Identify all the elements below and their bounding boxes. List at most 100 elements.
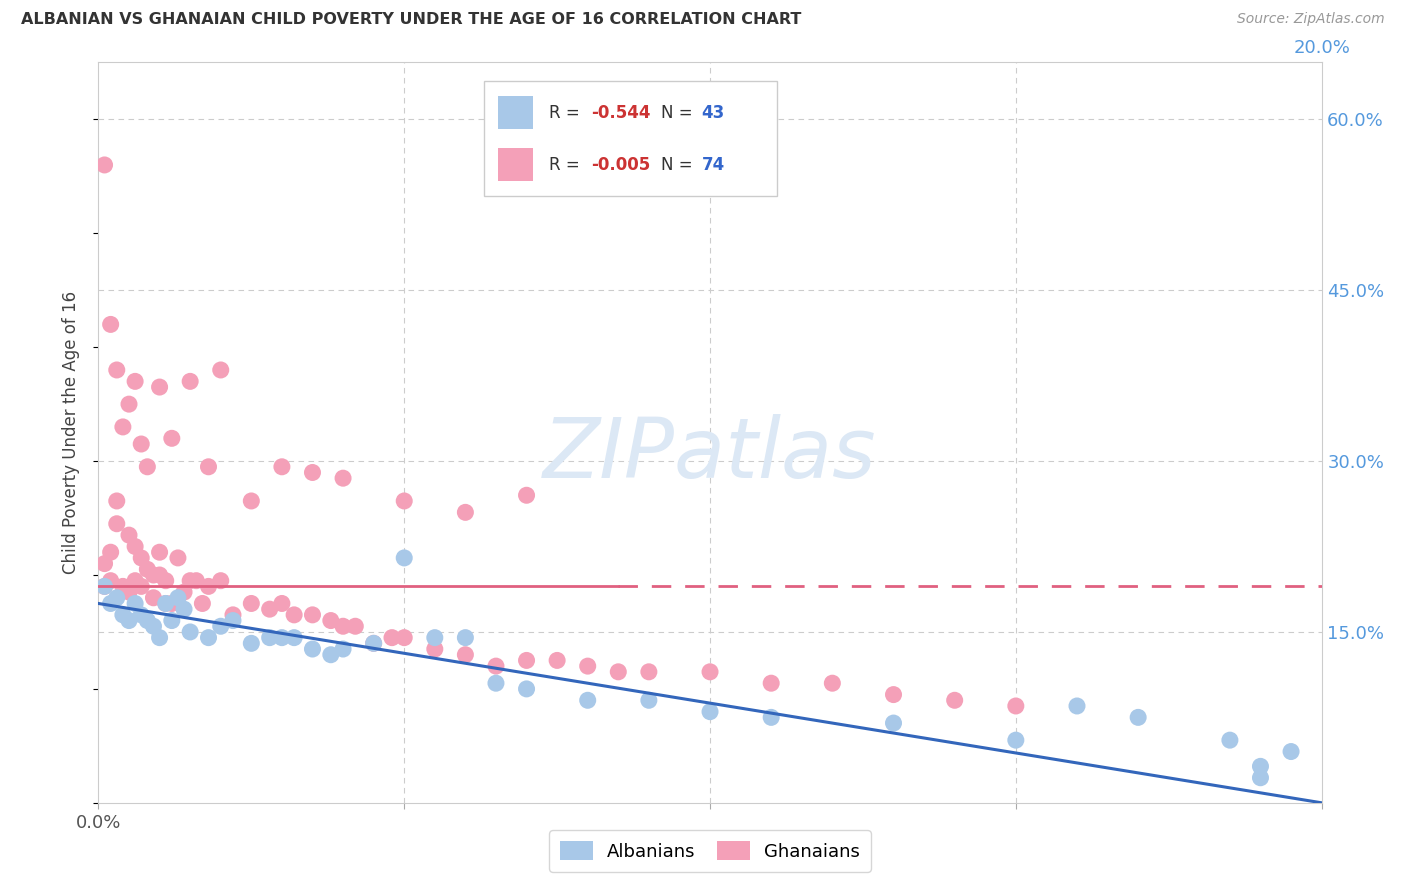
Text: 43: 43 (702, 103, 724, 122)
Point (155, 574, 177, 588)
Point (485, 676, 508, 690)
Point (129, 550, 152, 565)
Point (301, 642, 323, 657)
Point (222, 614, 245, 628)
Point (167, 591, 190, 605)
Point (423, 642, 446, 657)
Point (1279, 745, 1302, 759)
Text: Source: ZipAtlas.com: Source: ZipAtlas.com (1237, 12, 1385, 26)
Point (637, 665, 661, 679)
Point (142, 591, 165, 605)
Point (516, 488, 538, 502)
Point (142, 568, 165, 582)
Point (381, 631, 404, 645)
FancyBboxPatch shape (498, 147, 533, 181)
Point (270, 459, 292, 474)
Point (259, 631, 281, 645)
Point (821, 676, 844, 690)
Point (118, 614, 141, 628)
Point (111, 607, 134, 622)
Point (637, 693, 661, 707)
Point (546, 653, 568, 667)
Point (363, 636, 385, 650)
Point (516, 681, 538, 696)
Point (173, 585, 195, 599)
Point (1249, 759, 1271, 773)
Point (1219, 733, 1241, 747)
Point (197, 631, 219, 645)
Point (167, 550, 190, 565)
Point (454, 631, 477, 645)
Point (149, 545, 172, 559)
Text: N =: N = (661, 155, 697, 174)
Point (118, 528, 141, 542)
Point (240, 636, 263, 650)
Point (124, 540, 146, 554)
Text: R =: R = (548, 103, 585, 122)
Point (142, 619, 165, 633)
Point (197, 579, 219, 593)
Point (392, 631, 416, 645)
Point (186, 574, 208, 588)
Point (124, 375, 146, 389)
Point (759, 710, 782, 724)
Point (105, 591, 128, 605)
Point (129, 579, 152, 593)
Text: ZIPatlas: ZIPatlas (543, 414, 877, 495)
Text: N =: N = (661, 103, 697, 122)
Point (883, 688, 905, 702)
Point (149, 568, 172, 582)
Point (240, 494, 263, 508)
Text: ALBANIAN VS GHANAIAN CHILD POVERTY UNDER THE AGE OF 16 CORRELATION CHART: ALBANIAN VS GHANAIAN CHILD POVERTY UNDER… (21, 12, 801, 27)
Point (118, 585, 141, 599)
Point (105, 363, 128, 377)
Point (240, 597, 263, 611)
Point (454, 505, 477, 519)
Point (124, 597, 146, 611)
Point (136, 562, 159, 576)
Point (332, 471, 354, 485)
Point (301, 607, 323, 622)
FancyBboxPatch shape (498, 95, 533, 129)
Point (1004, 733, 1026, 747)
Point (485, 659, 508, 673)
Point (149, 380, 172, 394)
Point (209, 574, 232, 588)
Point (576, 659, 599, 673)
Point (105, 494, 128, 508)
Point (155, 597, 177, 611)
Point (344, 619, 367, 633)
Point (301, 466, 323, 480)
Point (283, 607, 305, 622)
Legend: Albanians, Ghanaians: Albanians, Ghanaians (550, 830, 870, 871)
Point (149, 631, 172, 645)
Point (100, 574, 122, 588)
Point (191, 597, 214, 611)
Text: -0.544: -0.544 (592, 103, 651, 122)
Point (883, 716, 905, 731)
Point (1004, 698, 1026, 713)
Point (179, 574, 201, 588)
Point (363, 636, 385, 650)
Point (516, 653, 538, 667)
Point (93, 158, 115, 172)
Point (160, 614, 183, 628)
Point (270, 631, 292, 645)
Point (197, 459, 219, 474)
Point (93, 557, 115, 571)
Point (136, 614, 159, 628)
Point (759, 676, 782, 690)
Point (1066, 698, 1088, 713)
Point (118, 397, 141, 411)
Point (160, 597, 183, 611)
Point (111, 420, 134, 434)
Point (93, 579, 115, 593)
Point (943, 693, 966, 707)
Point (179, 375, 201, 389)
Text: 74: 74 (702, 155, 724, 174)
FancyBboxPatch shape (484, 81, 778, 195)
Point (155, 597, 177, 611)
Point (100, 597, 122, 611)
Point (270, 597, 292, 611)
Text: -0.005: -0.005 (592, 155, 651, 174)
